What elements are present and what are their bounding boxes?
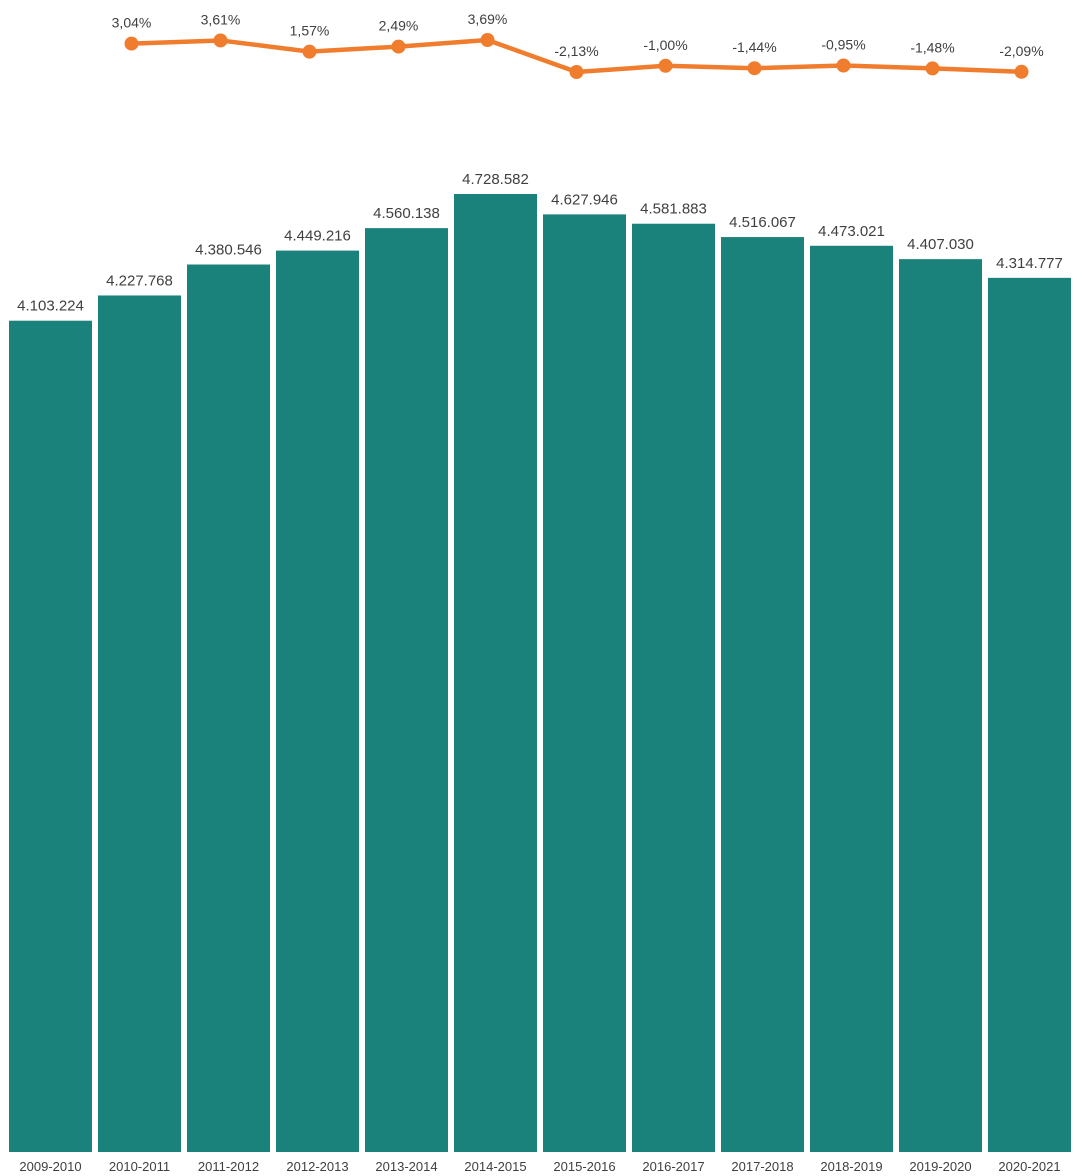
x-tick-label: 2017-2018 bbox=[731, 1159, 793, 1174]
growth-value-label: -1,48% bbox=[910, 39, 954, 55]
bar-2019-2020 bbox=[899, 259, 982, 1152]
bar-2015-2016 bbox=[543, 214, 626, 1152]
bar-2009-2010 bbox=[9, 320, 92, 1152]
growth-point bbox=[302, 44, 317, 59]
bar-2012-2013 bbox=[276, 250, 359, 1153]
x-tick-label: 2018-2019 bbox=[820, 1159, 882, 1174]
bar-2020-2021 bbox=[988, 277, 1071, 1153]
x-tick-label: 2015-2016 bbox=[553, 1159, 615, 1174]
growth-value-label: 3,04% bbox=[112, 15, 152, 31]
growth-value-label: -0,95% bbox=[821, 37, 865, 53]
growth-value-label: 1,57% bbox=[290, 23, 330, 39]
growth-point bbox=[213, 33, 228, 48]
bar-2018-2019 bbox=[810, 245, 893, 1152]
bar-value-label: 4.314.777 bbox=[996, 255, 1063, 272]
bar-value-label: 4.728.582 bbox=[462, 171, 529, 188]
growth-point bbox=[747, 61, 762, 76]
growth-point bbox=[1014, 64, 1029, 79]
growth-value-label: -1,00% bbox=[643, 37, 687, 53]
x-tick-label: 2016-2017 bbox=[642, 1159, 704, 1174]
growth-value-label: -2,09% bbox=[999, 43, 1043, 59]
bar-2014-2015 bbox=[454, 194, 537, 1152]
bar-2011-2012 bbox=[187, 264, 270, 1152]
growth-point bbox=[569, 65, 584, 79]
bar-data-labels: 4.103.224 4.227.768 4.380.546 4.449.216 4.56… bbox=[17, 171, 1063, 315]
x-tick-label: 2020-2021 bbox=[998, 1159, 1060, 1174]
bar-value-label: 4.103.224 bbox=[17, 298, 84, 315]
growth-value-label: -1,44% bbox=[732, 39, 776, 55]
x-tick-label: 2019-2020 bbox=[909, 1159, 971, 1174]
growth-value-label: 2,49% bbox=[379, 18, 419, 34]
growth-value-label: 3,61% bbox=[201, 11, 241, 27]
growth-point bbox=[124, 36, 139, 51]
bar-value-label: 4.227.768 bbox=[106, 272, 173, 289]
bar-2016-2017 bbox=[632, 223, 715, 1153]
x-tick-label: 2009-2010 bbox=[19, 1159, 81, 1174]
bar-value-label: 4.560.138 bbox=[373, 205, 440, 222]
x-tick-label: 2013-2014 bbox=[375, 1159, 437, 1174]
growth-value-label: -2,13% bbox=[554, 43, 598, 59]
growth-value-label: 3,69% bbox=[468, 11, 508, 27]
growth-point bbox=[480, 33, 495, 47]
bar-value-label: 4.449.216 bbox=[284, 228, 351, 245]
bar-value-label: 4.516.067 bbox=[729, 214, 796, 231]
growth-point bbox=[391, 39, 406, 54]
bar-value-label: 4.581.883 bbox=[640, 201, 707, 218]
growth-point bbox=[836, 58, 851, 73]
x-tick-label: 2014-2015 bbox=[464, 1159, 526, 1174]
bar-series bbox=[9, 194, 1071, 1153]
x-tick-label: 2012-2013 bbox=[286, 1159, 348, 1174]
x-tick-label: 2010-2011 bbox=[109, 1159, 170, 1174]
line-series bbox=[124, 33, 1029, 79]
bar-value-label: 4.380.546 bbox=[195, 242, 262, 259]
bar-value-label: 4.407.030 bbox=[907, 236, 974, 253]
x-axis-ticks: 2009-2010 2010-2011 2011-2012 2012-2013 2013… bbox=[19, 1159, 1060, 1174]
bar-2017-2018 bbox=[721, 237, 804, 1152]
x-tick-label: 2011-2012 bbox=[198, 1159, 259, 1174]
bar-2013-2014 bbox=[365, 228, 448, 1152]
growth-point bbox=[658, 58, 673, 73]
bar-value-label: 4.473.021 bbox=[818, 223, 885, 240]
line-data-labels: 3,04% 3,61% 1,57% 2,49% 3,69% -2,13% -1,00% -1,… bbox=[112, 11, 1044, 59]
bar-value-label: 4.627.946 bbox=[551, 191, 618, 208]
growth-point bbox=[925, 61, 940, 76]
bar-2010-2011 bbox=[98, 295, 181, 1153]
